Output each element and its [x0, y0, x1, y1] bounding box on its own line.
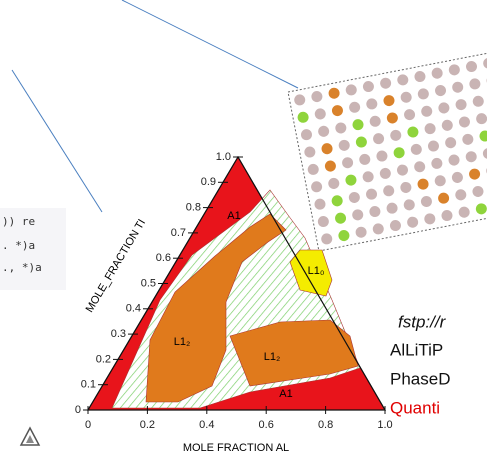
side-text: fstp://r	[398, 312, 447, 331]
phase-label: A1	[279, 388, 292, 400]
phase-label: L1₂	[264, 351, 281, 363]
connector-line	[122, 0, 298, 88]
logo	[21, 428, 39, 445]
al-tick-label: 1.0	[377, 419, 392, 431]
phase-label: L1₀	[308, 265, 325, 277]
ti-tick-label: 0	[75, 404, 81, 416]
al-tick-label: 0.4	[199, 419, 214, 431]
code-line: )) re	[2, 215, 35, 228]
ti-tick-label: 1.0	[216, 151, 231, 163]
ti-tick-label: 0.2	[96, 353, 111, 365]
code-line: . *)a	[2, 239, 35, 252]
ti-tick-label: 0.9	[201, 176, 216, 188]
code-line: ., *)a	[2, 261, 42, 274]
side-text: PhaseD	[390, 369, 450, 388]
ti-tick-label: 0.6	[156, 252, 171, 264]
al-tick-label: 0.6	[259, 419, 274, 431]
phase-label: L1₂	[174, 336, 191, 348]
y-axis-label: MOLE_FRACTION TI	[84, 217, 149, 314]
al-tick-label: 0.8	[318, 419, 333, 431]
x-axis-label: MOLE FRACTION AL	[183, 442, 289, 454]
ti-tick-label: 0.7	[171, 227, 186, 239]
ti-tick-label: 0.1	[81, 379, 96, 391]
ti-tick-label: 0.4	[126, 303, 141, 315]
code-snippet: )) re . *)a ., *)a	[0, 208, 66, 290]
side-text: Quanti	[390, 398, 440, 417]
ti-tick-label: 0.3	[111, 328, 126, 340]
phase-label: A1	[227, 210, 240, 222]
al-tick-label: 0.2	[140, 419, 155, 431]
atom-lattice	[288, 48, 487, 251]
connector-line	[12, 70, 102, 212]
al-tick-label: 0	[85, 419, 91, 431]
ti-tick-label: 0.5	[141, 277, 156, 289]
side-text: AlLiTiP	[390, 340, 443, 359]
ti-tick-label: 0.8	[186, 202, 201, 214]
slide: )) re . *)a ., *)a A1 L1₀ L1₂ L1₂ A1 MOL…	[0, 0, 487, 457]
